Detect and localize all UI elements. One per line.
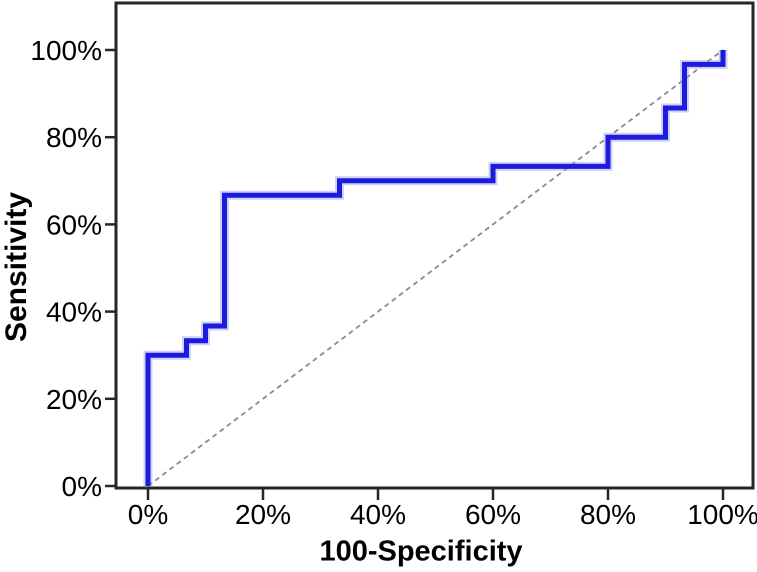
y-tick-label: 60% — [46, 209, 102, 240]
x-tick-label: 40% — [350, 499, 406, 530]
y-tick-label: 0% — [62, 471, 102, 502]
x-tick-label: 20% — [235, 499, 291, 530]
x-tick-label: 60% — [465, 499, 521, 530]
roc-curve-line — [145, 50, 726, 486]
x-axis-title: 100-Specificity — [319, 535, 523, 568]
y-tick-label: 100% — [30, 35, 102, 66]
plot-border — [114, 1, 755, 490]
y-axis-title: Sensitivity — [0, 191, 33, 343]
y-tick-label: 40% — [46, 297, 102, 328]
reference-diagonal-line — [147, 49, 724, 487]
y-tick-label: 20% — [46, 384, 102, 415]
x-tick-label: 0% — [128, 499, 168, 530]
x-tick-label: 100% — [687, 499, 757, 530]
y-tick-label: 80% — [46, 122, 102, 153]
x-tick-label: 80% — [580, 499, 636, 530]
